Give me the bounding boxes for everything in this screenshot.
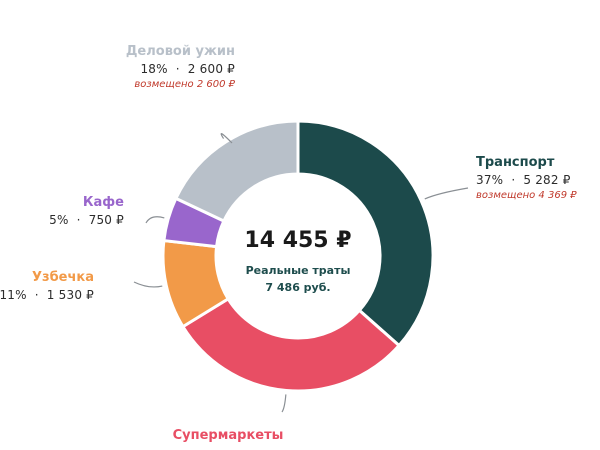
leader-line-supermarkets <box>281 394 287 413</box>
label-uzbek: Узбечка 11% · 1 530 ₽ <box>0 270 94 302</box>
real-spending-caption: Реальные траты <box>245 264 351 277</box>
leader-line-transport <box>424 187 469 200</box>
label-business-dinner-meta: 18% · 2 600 ₽ <box>140 62 235 76</box>
leader-line-business-dinner <box>220 133 233 144</box>
real-spending-value: 7 486 руб. <box>265 281 331 294</box>
label-cafe: Кафе 5% · 750 ₽ <box>49 195 124 227</box>
label-business-dinner-reimbursed: возмещено 2 600 ₽ <box>134 79 235 90</box>
label-transport-reimbursed: возмещено 4 369 ₽ <box>476 190 577 201</box>
label-cafe-name: Кафе <box>82 195 124 210</box>
label-supermarkets-name: Супермаркеты <box>172 428 284 443</box>
label-transport-meta: 37% · 5 282 ₽ <box>476 173 571 187</box>
label-cafe-meta: 5% · 750 ₽ <box>49 213 124 227</box>
label-business-dinner-name: Деловой ужин <box>125 44 235 59</box>
label-business-dinner: Деловой ужин 18% · 2 600 ₽ возмещено 2 6… <box>126 44 235 90</box>
leader-line-cafe <box>145 216 165 224</box>
slice-transport <box>296 119 435 348</box>
label-transport: Транспорт 37% · 5 282 ₽ возмещено 4 369 … <box>476 155 577 201</box>
slice-business-dinner <box>173 119 300 224</box>
real-spending: Реальные траты 7 486 руб. <box>246 262 351 296</box>
label-transport-name: Транспорт <box>476 155 555 170</box>
label-uzbek-meta: 11% · 1 530 ₽ <box>0 288 94 302</box>
leader-line-uzbek <box>133 281 163 288</box>
slice-supermarkets <box>180 296 402 393</box>
total-amount: 14 455 ₽ <box>244 228 352 253</box>
label-uzbek-name: Узбечка <box>32 270 94 285</box>
